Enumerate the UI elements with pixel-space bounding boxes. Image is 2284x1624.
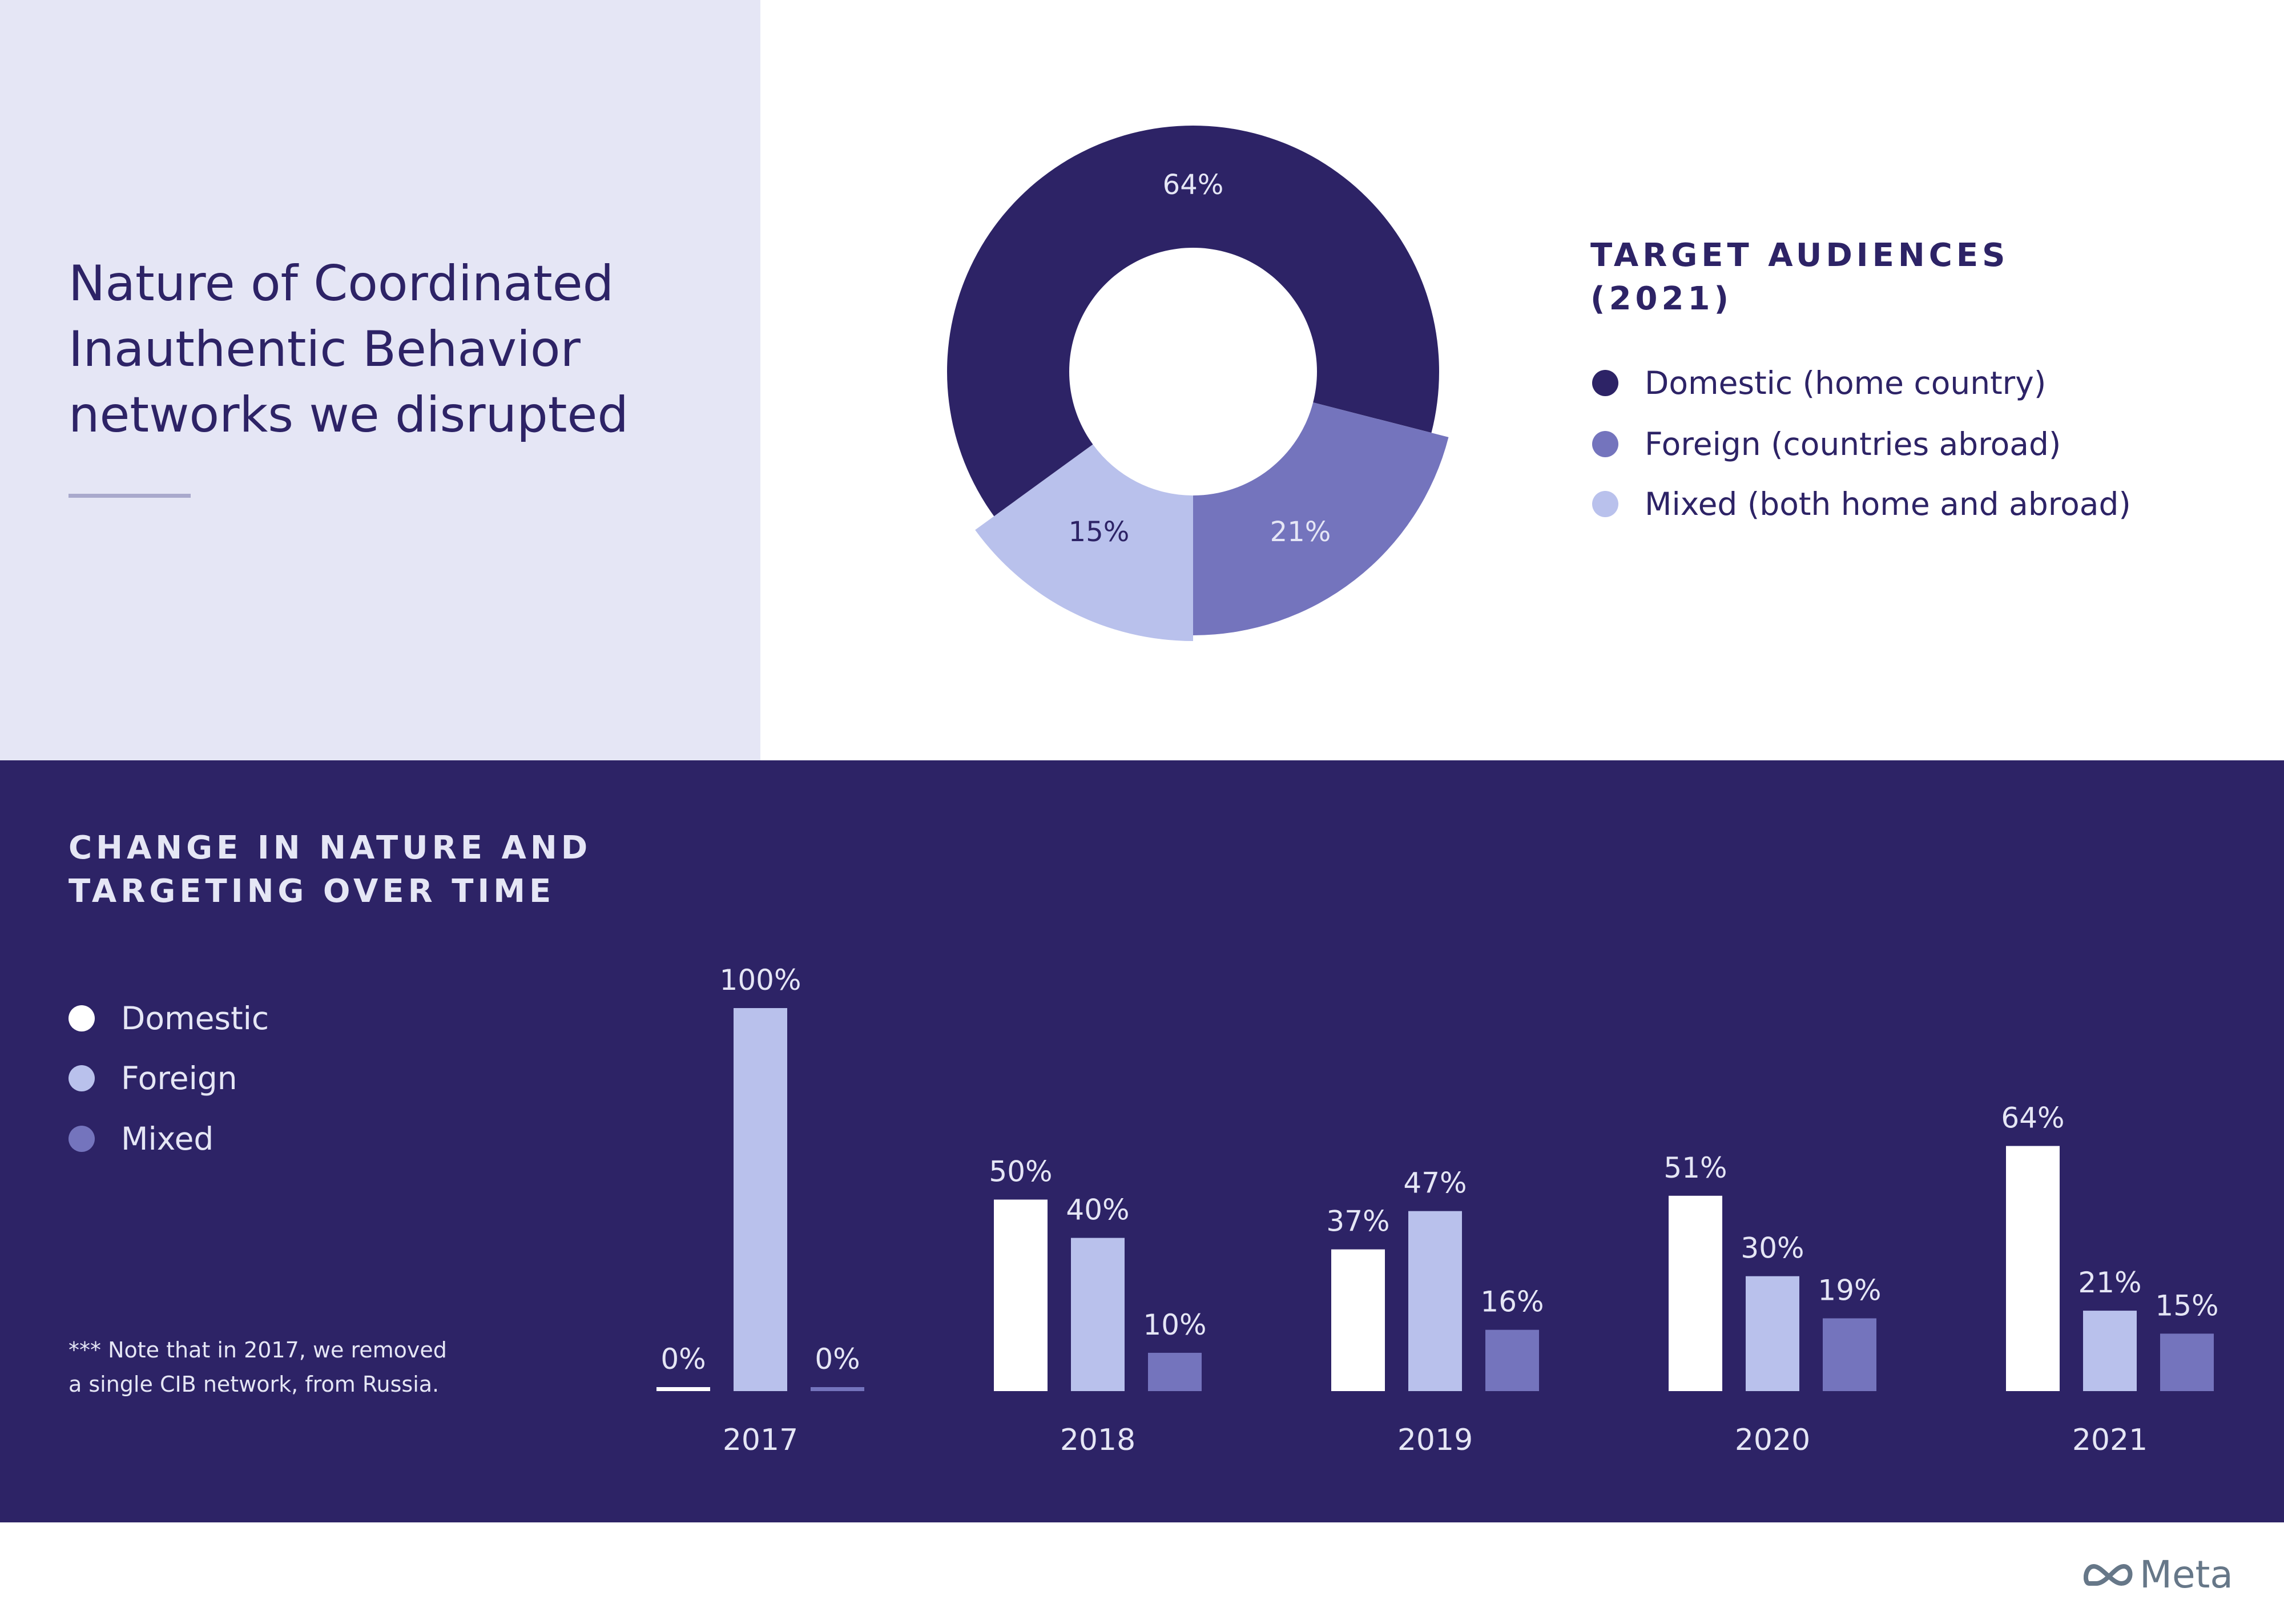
- bar-mixed-2017: [811, 1387, 864, 1391]
- bar-section-title: CHANGE IN NATURE AND TARGETING OVER TIME: [69, 827, 591, 913]
- legend-dot-icon: [1592, 491, 1618, 517]
- legend-item: Mixed: [69, 1121, 214, 1157]
- note-line: *** Note that in 2017, we removed: [69, 1337, 447, 1363]
- bar-value-label: 15%: [2155, 1289, 2218, 1322]
- x-tick-label: 2017: [723, 1423, 798, 1457]
- bar-value-label: 16%: [1480, 1286, 1544, 1319]
- bar-value-label: 50%: [989, 1155, 1052, 1188]
- legend-dot-icon: [69, 1126, 95, 1152]
- donut-legend-title: TARGET AUDIENCES (2021): [1590, 234, 2009, 321]
- section-title-line: TARGETING OVER TIME: [69, 873, 555, 910]
- bar-domestic-2020: [1669, 1195, 1722, 1391]
- meta-wordmark: Meta: [2140, 1553, 2233, 1597]
- bar-value-label: 10%: [1143, 1308, 1206, 1341]
- legend-dot-icon: [69, 1005, 95, 1031]
- x-tick-label: 2019: [1397, 1423, 1473, 1457]
- bar-value-label: 0%: [660, 1343, 706, 1376]
- legend-label: Domestic (home country): [1645, 365, 2047, 401]
- legend-label: Domestic: [121, 1000, 269, 1037]
- bar-domestic-2019: [1331, 1249, 1385, 1391]
- bar-domestic-2018: [994, 1199, 1048, 1391]
- donut-slice-label: 21%: [1270, 516, 1331, 548]
- bar-domestic-2021: [2006, 1146, 2060, 1391]
- bar-value-label: 21%: [2078, 1266, 2141, 1299]
- legend-item: Domestic: [69, 1000, 269, 1037]
- legend-item: Mixed (both home and abroad): [1592, 486, 2131, 522]
- page-title: Nature of Coordinated Inauthentic Behavi…: [69, 251, 725, 448]
- x-tick-label: 2021: [2072, 1423, 2148, 1457]
- bar-foreign-2018: [1071, 1238, 1125, 1391]
- bar-mixed-2021: [2160, 1333, 2214, 1391]
- bottom-band: [0, 760, 2284, 1522]
- bar-mixed-2020: [1823, 1318, 1876, 1391]
- legend-title-line: TARGET AUDIENCES: [1590, 237, 2009, 274]
- bar-value-label: 30%: [1741, 1232, 1804, 1265]
- bar-value-label: 47%: [1403, 1167, 1467, 1200]
- legend-item: Domestic (home country): [1592, 365, 2046, 401]
- title-line: Inauthentic Behavior: [69, 321, 581, 378]
- x-tick-label: 2018: [1060, 1423, 1135, 1457]
- title-line: Nature of Coordinated: [69, 255, 614, 312]
- section-title-line: CHANGE IN NATURE AND: [69, 829, 592, 867]
- legend-label: Mixed (both home and abroad): [1645, 486, 2131, 522]
- bar-value-label: 40%: [1066, 1194, 1129, 1227]
- legend-label: Foreign: [121, 1060, 237, 1097]
- legend-dot-icon: [69, 1065, 95, 1091]
- bar-foreign-2019: [1408, 1211, 1462, 1391]
- legend-label: Mixed: [121, 1121, 214, 1157]
- footnote: *** Note that in 2017, we removed a sing…: [69, 1333, 447, 1401]
- donut-slice-mixed: [975, 444, 1193, 641]
- legend-label: Foreign (countries abroad): [1645, 426, 2061, 462]
- meta-logo: Meta: [2084, 1553, 2233, 1597]
- legend-item: Foreign (countries abroad): [1592, 426, 2061, 462]
- bar-mixed-2018: [1148, 1352, 1202, 1391]
- bar-value-label: 19%: [1818, 1274, 1881, 1307]
- note-line: a single CIB network, from Russia.: [69, 1372, 440, 1397]
- bar-chart: 0% 100% 0% 2017 50% 40% 10% 2018 37% 47% 16% 2019 51…: [656, 964, 2219, 1457]
- bar-foreign-2017: [734, 1008, 787, 1391]
- meta-infinity-icon: [2084, 1563, 2133, 1586]
- left-panel: [0, 0, 760, 760]
- legend-dot-icon: [1592, 370, 1618, 396]
- x-tick-label: 2020: [1735, 1423, 1810, 1457]
- donut-slice-domestic: [947, 126, 1439, 517]
- donut-slice-foreign: [1193, 402, 1449, 635]
- bar-domestic-2017: [656, 1387, 710, 1391]
- legend-title-line: (2021): [1590, 280, 1733, 317]
- bar-value-label: 0%: [815, 1343, 860, 1376]
- donut-slice-label: 64%: [1163, 169, 1224, 201]
- legend-dot-icon: [1592, 431, 1618, 457]
- divider: [69, 494, 191, 498]
- donut-chart: 64% 21% 15%: [947, 126, 1449, 641]
- title-line: networks we disrupted: [69, 386, 629, 444]
- bar-foreign-2020: [1746, 1276, 1799, 1391]
- bar-value-label: 64%: [2001, 1102, 2064, 1135]
- donut-slice-label: 15%: [1069, 516, 1130, 548]
- legend-item: Foreign: [69, 1060, 237, 1097]
- bar-value-label: 51%: [1663, 1151, 1727, 1184]
- bar-value-label: 100%: [720, 964, 801, 997]
- bar-foreign-2021: [2083, 1311, 2137, 1391]
- bar-value-label: 37%: [1326, 1205, 1389, 1238]
- bar-mixed-2019: [1485, 1329, 1539, 1391]
